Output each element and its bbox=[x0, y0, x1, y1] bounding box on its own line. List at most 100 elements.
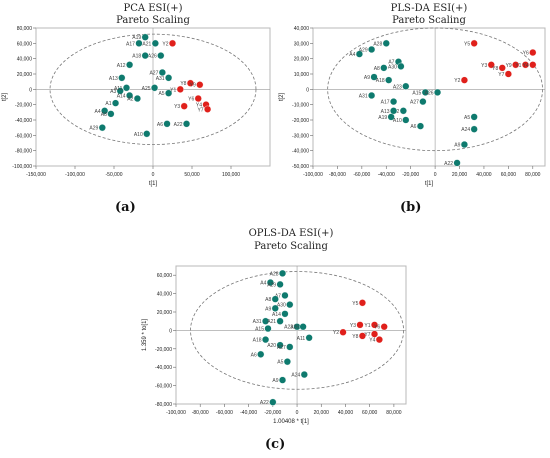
y-tick-label: -60,000 bbox=[15, 133, 32, 139]
data-point bbox=[278, 269, 287, 277]
y-axis-label: t[2] bbox=[2, 93, 8, 102]
point-label: A18 bbox=[132, 54, 141, 60]
chart-subtitle: Pareto Scaling bbox=[116, 15, 190, 26]
data-point bbox=[286, 301, 294, 309]
data-point bbox=[196, 81, 204, 89]
y-tick-label: 10,000 bbox=[294, 72, 310, 78]
x-tick-label: 20,000 bbox=[314, 410, 330, 416]
point-label: A9 bbox=[272, 378, 278, 384]
point-label: Y3 bbox=[350, 323, 356, 329]
point-label: Y2 bbox=[162, 41, 168, 47]
pca-scatter-chart: PCA ESI(+)Pareto Scaling -150,000 -100,000… bbox=[2, 3, 271, 187]
y-tick-label: 60,000 bbox=[17, 41, 33, 47]
point-label: A7 bbox=[275, 293, 281, 299]
data-point bbox=[276, 280, 284, 289]
x-tick-label: 50,000 bbox=[184, 172, 200, 178]
data-point bbox=[122, 84, 131, 92]
data-point bbox=[116, 87, 124, 95]
x-tick-label: -100,000 bbox=[303, 172, 323, 178]
point-label: A29 bbox=[267, 282, 276, 288]
point-label: A9 bbox=[454, 143, 460, 149]
data-point bbox=[264, 324, 272, 333]
point-label: A29 bbox=[359, 47, 368, 53]
data-point bbox=[266, 278, 275, 287]
point-label: A7 bbox=[388, 60, 394, 66]
point-label: A30 bbox=[388, 64, 397, 70]
data-point bbox=[512, 61, 520, 69]
data-point bbox=[397, 62, 405, 70]
x-tick-label: -40,000 bbox=[378, 172, 395, 178]
x-tick-label: 40,000 bbox=[338, 410, 354, 416]
data-point bbox=[271, 295, 279, 303]
data-point bbox=[382, 39, 390, 47]
pca-plot-panel: PCA ESI(+) Pareto Scaling -150,000 -100,000… bbox=[0, 0, 275, 195]
point-label: A24 bbox=[461, 127, 470, 133]
chart-title: OPLS-DA ESI(+) bbox=[249, 228, 334, 239]
y-tick-label: -50,000 bbox=[292, 164, 309, 170]
y-tick-label: -100,000 bbox=[12, 164, 32, 170]
point-label: A26 bbox=[148, 54, 157, 60]
chart-subtitle: Pareto Scaling bbox=[392, 15, 466, 26]
chart-title: PCA ESI(+) bbox=[123, 3, 182, 14]
point-label: A2 bbox=[127, 97, 133, 103]
point-label: A6 bbox=[410, 124, 416, 130]
point-label: A27 bbox=[149, 70, 158, 76]
data-point bbox=[158, 68, 166, 77]
point-label: Y1 bbox=[170, 87, 176, 93]
data-point bbox=[529, 48, 537, 57]
data-point bbox=[368, 45, 376, 54]
data-point bbox=[299, 323, 307, 331]
data-point bbox=[261, 317, 270, 325]
point-label: A22 bbox=[174, 122, 183, 128]
data-point bbox=[385, 76, 393, 84]
data-point bbox=[470, 125, 478, 133]
data-point bbox=[157, 51, 165, 60]
data-point bbox=[257, 350, 265, 358]
data-point bbox=[521, 61, 530, 69]
x-tick-label: -50,000 bbox=[106, 172, 123, 178]
point-label: A4 bbox=[95, 109, 101, 115]
data-point bbox=[399, 107, 407, 115]
y-tick-label: -40,000 bbox=[155, 365, 172, 371]
data-point bbox=[416, 122, 425, 130]
data-point bbox=[276, 341, 284, 349]
point-label: A6 bbox=[251, 352, 257, 358]
point-label: Y6 bbox=[188, 97, 194, 103]
data-point bbox=[339, 328, 347, 336]
data-point bbox=[402, 116, 410, 124]
point-label: A22 bbox=[444, 161, 453, 167]
point-label: Y1 bbox=[364, 323, 370, 329]
point-label: Y2 bbox=[454, 78, 460, 84]
x-tick-label: -40,000 bbox=[240, 410, 257, 416]
x-tick-label: 60,000 bbox=[362, 410, 378, 416]
point-label: A10 bbox=[134, 132, 143, 138]
point-label: A8 bbox=[374, 66, 380, 72]
y-tick-label: 80,000 bbox=[17, 26, 33, 32]
y-tick-label: -80,000 bbox=[155, 402, 172, 408]
x-tick-label: -60,000 bbox=[216, 410, 233, 416]
data-point bbox=[283, 358, 291, 366]
data-point bbox=[150, 84, 159, 92]
data-point bbox=[387, 113, 395, 121]
point-label: A8 bbox=[101, 112, 107, 118]
point-label: A27 bbox=[277, 345, 286, 351]
point-label: Y7 bbox=[364, 332, 370, 338]
data-point bbox=[504, 70, 512, 78]
data-point bbox=[194, 94, 202, 103]
y-tick-label: -80,000 bbox=[15, 149, 32, 155]
point-label: A26 bbox=[290, 325, 299, 331]
point-label: A11 bbox=[297, 336, 306, 342]
data-point bbox=[151, 39, 159, 47]
data-point bbox=[355, 50, 364, 58]
y-tick-label: 0 bbox=[306, 87, 309, 93]
x-tick-label: -20,000 bbox=[402, 172, 419, 178]
data-point bbox=[204, 105, 212, 113]
data-point bbox=[380, 323, 388, 331]
data-point bbox=[421, 88, 429, 97]
point-label: A8 bbox=[265, 297, 271, 303]
y-axis-label: t[2] bbox=[279, 93, 285, 102]
point-label: Y7 bbox=[197, 107, 203, 113]
data-point bbox=[370, 73, 378, 81]
data-point bbox=[180, 102, 188, 110]
data-point bbox=[261, 335, 270, 344]
